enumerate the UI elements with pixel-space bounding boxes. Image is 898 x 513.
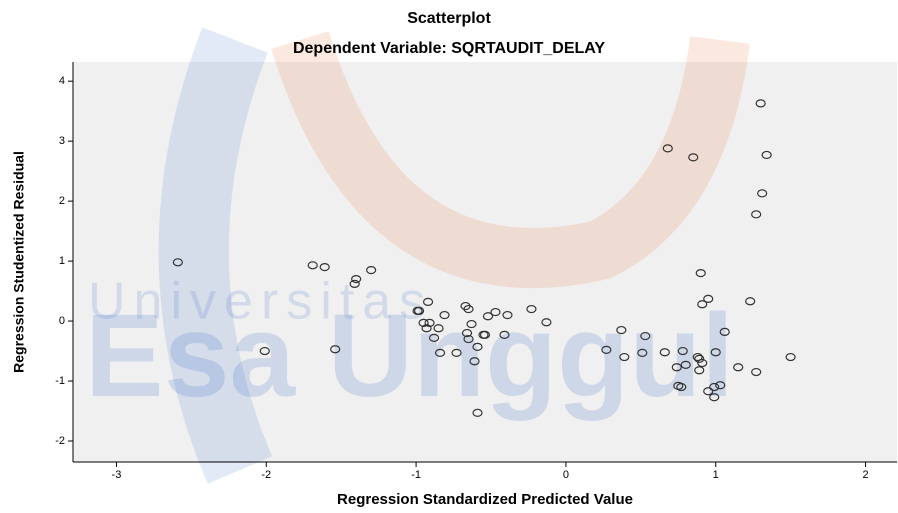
point	[640, 331, 651, 341]
x-axis-label: Regression Standardized Predicted Value	[337, 491, 633, 508]
x-tick-label: -3	[112, 469, 122, 481]
point	[697, 358, 708, 368]
point	[745, 297, 756, 306]
point	[703, 294, 714, 303]
point	[751, 367, 762, 377]
point	[479, 330, 491, 339]
x-tick-label: 1	[713, 469, 719, 481]
point	[330, 345, 341, 354]
point	[463, 334, 474, 344]
point	[424, 318, 435, 327]
x-tick-label: 2	[862, 469, 868, 481]
point	[671, 363, 682, 372]
point	[616, 325, 627, 335]
point	[709, 382, 720, 392]
point	[461, 328, 473, 338]
point	[755, 99, 766, 108]
point	[680, 360, 691, 369]
chart-subtitle: Dependent Variable: SQRTAUDIT_DELAY	[293, 40, 605, 57]
point	[259, 346, 270, 356]
point	[619, 352, 630, 362]
point	[433, 324, 444, 333]
watermark-text: Universitas	[88, 273, 433, 331]
point	[676, 382, 687, 392]
y-axis-label: Regression Studentized Residual	[11, 151, 27, 373]
point	[761, 150, 772, 160]
point	[490, 307, 501, 317]
y-tick-label: 2	[59, 195, 65, 207]
point	[601, 345, 612, 354]
point	[472, 342, 483, 351]
point	[709, 393, 720, 402]
point	[418, 318, 429, 327]
point	[413, 306, 425, 315]
point	[307, 261, 318, 270]
y-tick-label: 0	[59, 315, 65, 327]
point	[715, 381, 726, 390]
point	[463, 304, 474, 314]
watermark-arc	[158, 27, 273, 484]
point	[172, 258, 183, 267]
point	[439, 310, 450, 320]
y-tick-label: -1	[55, 375, 65, 387]
point	[785, 352, 796, 362]
point	[677, 346, 688, 356]
point	[697, 300, 708, 309]
point	[502, 310, 513, 320]
watermark-arc	[271, 31, 750, 288]
y-tick-label: 4	[59, 75, 65, 87]
point	[659, 348, 670, 357]
point	[466, 319, 477, 329]
plot-area	[73, 62, 897, 462]
point	[428, 333, 440, 342]
point	[719, 327, 730, 336]
point	[710, 348, 721, 357]
chart-title: Scatterplot	[407, 10, 491, 27]
point	[692, 352, 703, 362]
point	[422, 297, 434, 306]
watermark-text: Esa Unggul	[85, 290, 734, 422]
point	[482, 312, 494, 321]
point	[434, 348, 446, 357]
point	[688, 153, 699, 162]
point	[499, 330, 510, 339]
y-tick-label: -2	[55, 435, 65, 447]
y-tick-label: 3	[59, 135, 65, 147]
point	[751, 210, 762, 219]
point	[451, 348, 462, 357]
x-tick-label: 0	[563, 469, 569, 481]
point	[349, 279, 360, 288]
point	[472, 408, 483, 417]
point	[366, 265, 377, 275]
point	[469, 357, 480, 366]
point	[757, 189, 768, 198]
point	[319, 262, 330, 272]
x-tick-label: -2	[261, 469, 271, 481]
y-tick-label: 1	[59, 255, 65, 267]
point	[637, 348, 648, 357]
point	[541, 318, 552, 327]
x-tick-label: -1	[411, 469, 421, 481]
point	[526, 304, 537, 314]
point	[695, 268, 706, 278]
point	[421, 324, 432, 333]
point	[351, 274, 362, 284]
point	[703, 387, 714, 396]
point	[694, 366, 705, 375]
point	[662, 144, 673, 153]
point	[694, 354, 705, 363]
point	[733, 363, 744, 372]
